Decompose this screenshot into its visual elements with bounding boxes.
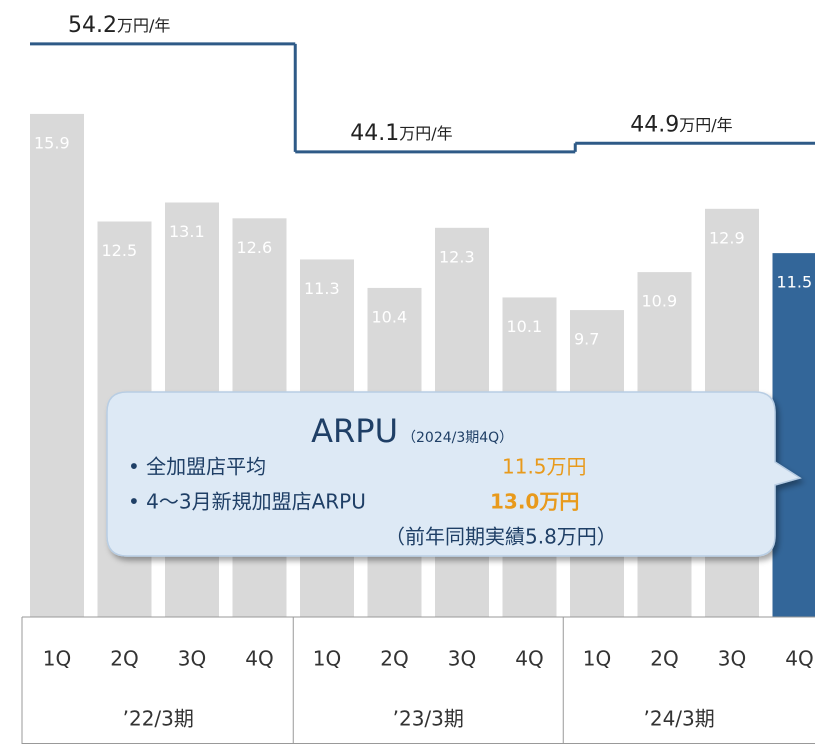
callout-box <box>106 391 802 557</box>
value-label: 15.9 <box>34 133 70 152</box>
callout-subtitle: （2024/3期4Q） <box>402 430 513 446</box>
x-tick-label: 2Q <box>650 647 678 671</box>
bar <box>772 253 815 617</box>
bar <box>30 113 84 618</box>
value-label: 13.1 <box>169 222 205 241</box>
x-tick-label: 2Q <box>380 647 408 671</box>
value-label: 10.9 <box>642 292 678 311</box>
annual-label: 54.2万円/年 <box>68 13 170 38</box>
callout-title: ARPU <box>311 412 398 450</box>
group-label: ’22/3期 <box>123 707 194 731</box>
group-label: ’23/3期 <box>393 707 464 731</box>
callout-item-value: 13.0万円 <box>490 490 579 514</box>
group-label: ’24/3期 <box>643 707 714 731</box>
callout-note: （前年同期実績5.8万円） <box>385 525 617 549</box>
annual-line: 54.2万円/年44.1万円/年 44.9万円/年 <box>30 13 815 154</box>
annual-value: 44.1 <box>350 121 399 146</box>
x-tick-label: 3Q <box>718 647 746 671</box>
callout: ARPU （2024/3期4Q） • 全加盟店平均 11.5万円 • 4～3月新… <box>106 391 802 557</box>
x-tick-label: 4Q <box>245 647 273 671</box>
x-tick-label: 1Q <box>583 647 611 671</box>
annual-value: 44.9 <box>630 112 679 137</box>
x-tick-label: 3Q <box>448 647 476 671</box>
callout-item-label: • 全加盟店平均 <box>128 455 266 479</box>
value-label: 12.6 <box>237 238 273 257</box>
value-label: 12.9 <box>709 228 745 247</box>
annual-label: 44.1万円/年 <box>350 121 452 146</box>
x-tick-label: 4Q <box>785 647 813 671</box>
annual-unit: 万円/年 <box>117 15 170 34</box>
value-label: 9.7 <box>574 330 599 349</box>
category-table: 1Q 2Q 3Q 4Q 1Q 2Q 3Q 4Q 1Q 2Q 3Q 4Q ’22/3期 ’23/3期 ’24/… <box>21 616 815 744</box>
x-tick-label: 4Q <box>515 647 543 671</box>
value-label: 10.1 <box>507 317 543 336</box>
x-tick-label: 1Q <box>313 647 341 671</box>
value-label: 12.3 <box>439 247 475 266</box>
x-tick-label: 1Q <box>43 647 71 671</box>
annual-value: 54.2 <box>68 13 117 38</box>
x-tick-label: 2Q <box>110 647 138 671</box>
annual-unit: 万円/年 <box>399 123 452 142</box>
annual-unit: 万円/年 <box>679 115 732 134</box>
value-label: 11.3 <box>304 279 340 298</box>
annual-label: 44.9万円/年 <box>630 112 732 137</box>
value-label: 12.5 <box>102 241 138 260</box>
callout-item-label: • 4～3月新規加盟店ARPU <box>128 490 366 514</box>
value-label: 11.5 <box>777 273 813 292</box>
value-label: 10.4 <box>372 307 408 326</box>
x-tick-label: 3Q <box>178 647 206 671</box>
callout-item-value: 11.5万円 <box>502 455 587 479</box>
